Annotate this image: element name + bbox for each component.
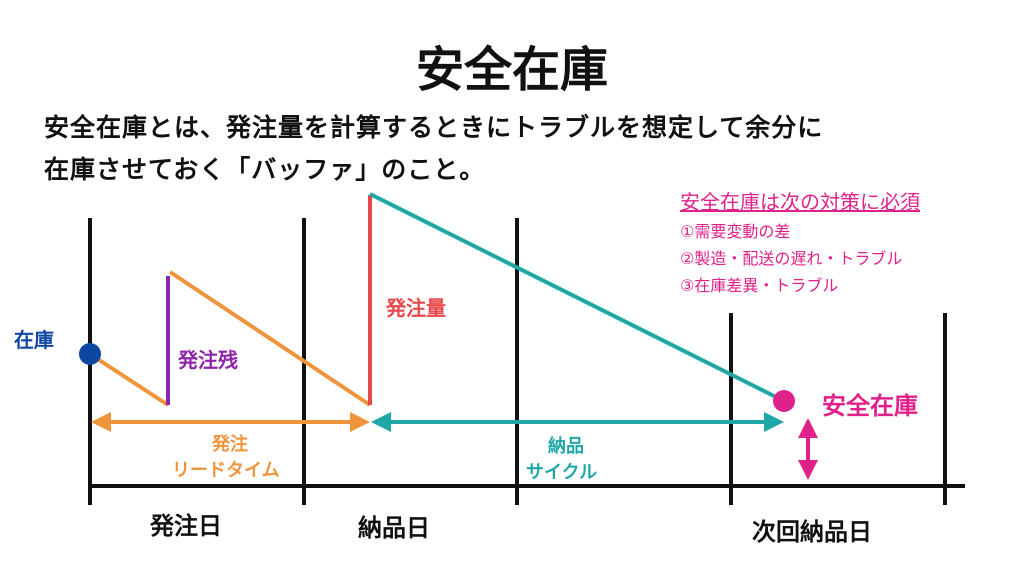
safety-stock-label: 安全在庫 xyxy=(822,392,918,420)
reason-item: ②製造・配送の遅れ・トラブル xyxy=(680,249,903,268)
delivery-cycle-label-line1: 納品 xyxy=(548,436,584,457)
order-quantity-label: 発注量 xyxy=(386,296,446,320)
reason-item: ①需要変動の差 xyxy=(680,222,791,241)
lead-time-label-line1: 発注 xyxy=(212,434,248,455)
lead-time-label-line2: リードタイム xyxy=(172,460,280,481)
delivery-day-label: 納品日 xyxy=(358,514,430,542)
stock-decline-line-2 xyxy=(168,270,372,407)
stock-decline-line-1 xyxy=(88,352,170,407)
description-line-1: 安全在庫とは、発注量を計算するときにトラブルを想定して余分に xyxy=(44,113,824,142)
stock-decline-line-3 xyxy=(369,192,785,403)
description-line-2: 在庫させておく「バッファ」のこと。 xyxy=(44,155,486,184)
page-title: 安全在庫 xyxy=(415,42,608,98)
stock-start-dot xyxy=(79,343,101,365)
stock-label: 在庫 xyxy=(14,328,54,352)
delivery-cycle-label-line2: サイクル xyxy=(526,462,598,483)
reason-item: ③在庫差異・トラブル xyxy=(680,276,839,295)
next-delivery-day-label: 次回納品日 xyxy=(752,518,872,546)
safety-stock-dot xyxy=(773,390,795,412)
reasons-title: 安全在庫は次の対策に必須 xyxy=(680,190,920,214)
order-day-label: 発注日 xyxy=(150,512,222,540)
order-remaining-label: 発注残 xyxy=(178,348,238,372)
